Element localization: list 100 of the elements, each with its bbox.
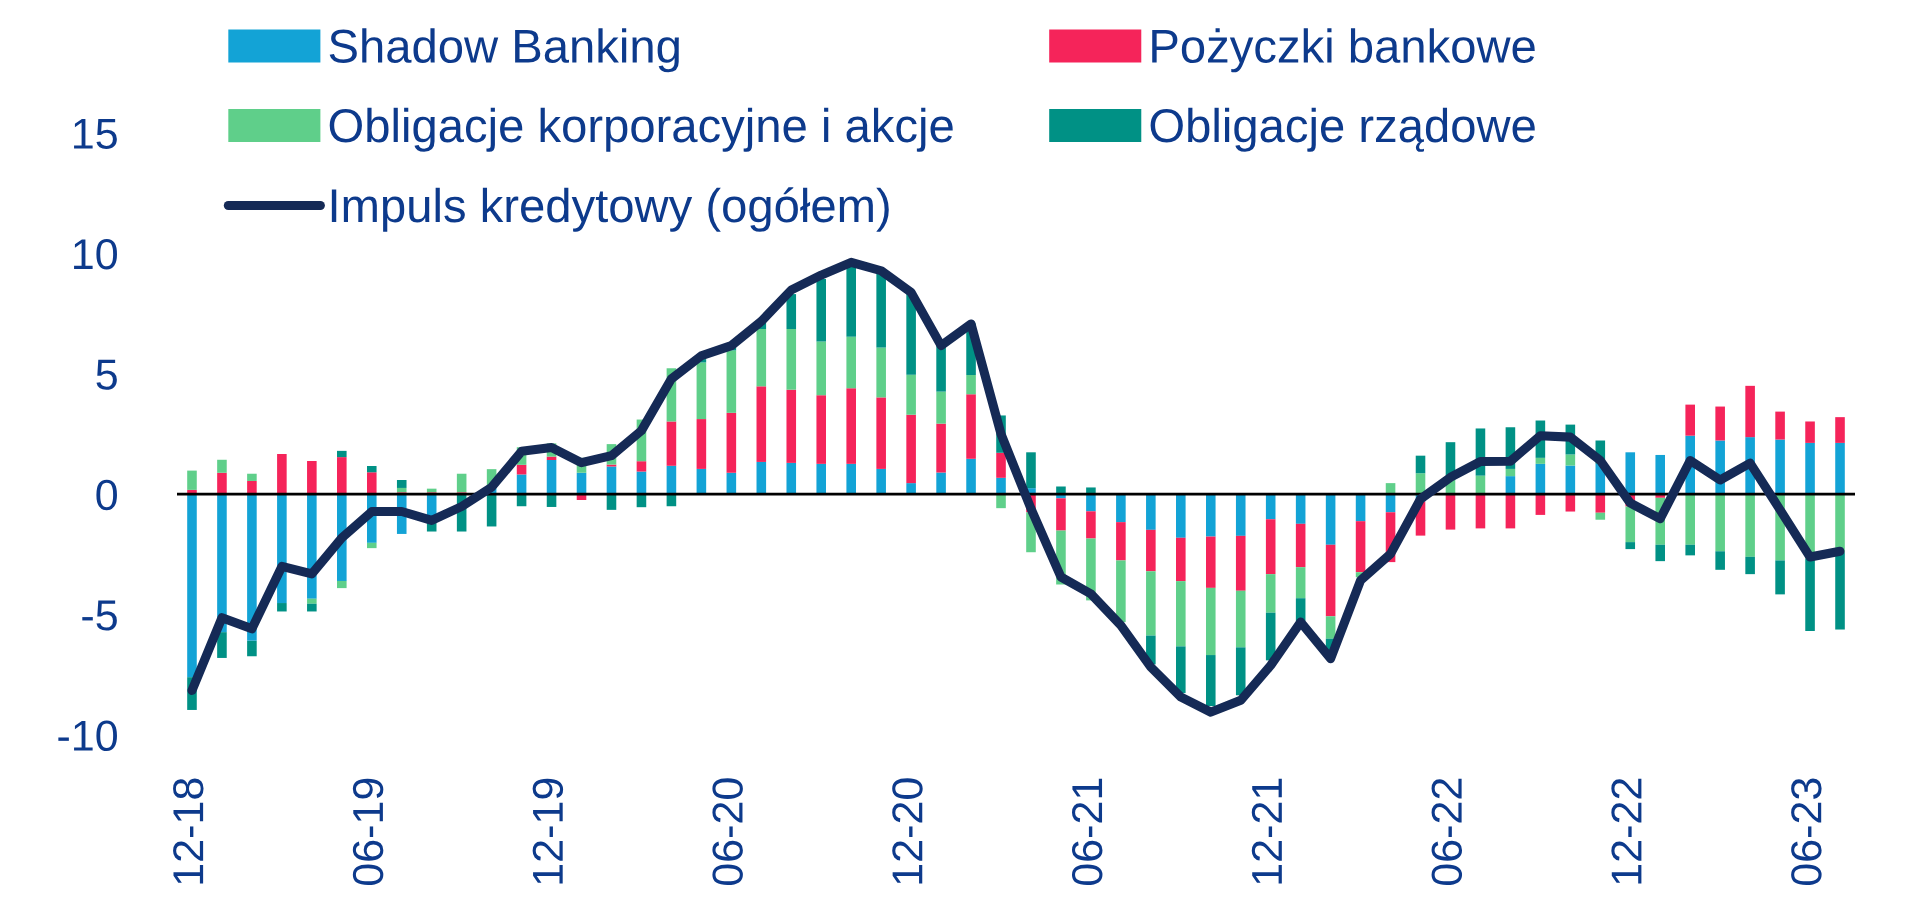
bar [1086, 511, 1096, 539]
bar [277, 603, 287, 612]
bar [1325, 494, 1336, 545]
bar [726, 412, 737, 473]
bar [816, 278, 827, 342]
bar [1595, 512, 1606, 520]
bar [247, 640, 257, 657]
bar [187, 494, 197, 678]
y-tick-label: 15 [74, 118, 117, 150]
legend-label: Pożyczki bankowe [1152, 28, 1535, 73]
bar [1325, 616, 1336, 639]
bar [1745, 385, 1755, 438]
bar [966, 375, 976, 395]
bar [726, 350, 737, 413]
bar [1625, 452, 1636, 495]
bar [1116, 560, 1126, 623]
bar [1116, 494, 1126, 523]
bar [1205, 655, 1216, 707]
bar [936, 423, 946, 473]
bar [1625, 506, 1636, 543]
bar [786, 462, 797, 495]
bar [1805, 421, 1815, 443]
bar [217, 632, 227, 658]
x-tick-label: 06-22 [1431, 778, 1463, 886]
bar [786, 329, 797, 390]
bar [337, 457, 347, 495]
bar [786, 389, 797, 463]
bar [1805, 442, 1815, 495]
bar [1715, 551, 1725, 570]
bar [1325, 544, 1336, 617]
bar [846, 265, 856, 337]
x-tick-label: 06-23 [1791, 778, 1822, 886]
legend-label: Shadow Banking [329, 28, 679, 73]
bar [187, 470, 197, 490]
bar [1445, 494, 1456, 530]
x-tick-label: 12-18 [173, 778, 204, 884]
x-tick-label: 06-20 [712, 778, 743, 886]
bar [217, 459, 227, 473]
bar [1715, 406, 1725, 441]
bar [996, 452, 1006, 478]
bar [337, 450, 347, 458]
bar [1205, 494, 1216, 537]
bar [1355, 521, 1366, 573]
bar [1835, 417, 1845, 443]
bar [636, 461, 647, 472]
bar [307, 603, 317, 612]
bar [1176, 646, 1186, 694]
bar [1056, 498, 1066, 531]
bar [876, 347, 886, 398]
bar [876, 273, 886, 348]
legend-label: Obligacje rządowe [1150, 107, 1535, 152]
bar [666, 421, 677, 466]
y-tick-label: 5 [96, 359, 117, 390]
bar [337, 580, 347, 589]
bar [816, 341, 827, 396]
bar [1026, 452, 1036, 489]
bar [816, 463, 827, 495]
bar [396, 487, 407, 493]
bar [966, 458, 976, 495]
bar [1715, 494, 1725, 552]
bar [1835, 552, 1845, 630]
bar [1235, 535, 1246, 591]
bar [1685, 404, 1695, 436]
bar [366, 466, 377, 473]
bar [1745, 556, 1755, 575]
bar [1535, 463, 1546, 495]
bar [1415, 455, 1426, 474]
bar [1295, 567, 1306, 599]
y-tick-label: -10 [58, 720, 117, 752]
bar [546, 460, 557, 495]
bar [396, 479, 407, 488]
bar [906, 293, 916, 375]
x-tick-label: 06-21 [1071, 778, 1103, 886]
bar [936, 345, 946, 392]
bar [1535, 457, 1546, 464]
bar [996, 477, 1006, 495]
bar [906, 374, 916, 415]
bar [1775, 411, 1785, 440]
bar [307, 598, 317, 604]
bar [756, 386, 767, 462]
bar [1235, 590, 1246, 648]
bar [1775, 560, 1785, 595]
bar [696, 362, 707, 420]
bar [277, 453, 287, 495]
y-tick-label: 10 [74, 238, 117, 270]
bar [936, 472, 946, 495]
bar [1146, 571, 1156, 636]
bar [1655, 454, 1666, 495]
bar [366, 542, 377, 549]
bar [1205, 587, 1216, 656]
bar [906, 414, 916, 484]
bar [307, 460, 317, 495]
bar [876, 468, 886, 495]
bar [1235, 647, 1246, 696]
bar [696, 419, 707, 469]
bar [1265, 574, 1276, 613]
bar [1685, 494, 1695, 545]
bar [1235, 494, 1246, 536]
bar [247, 480, 257, 495]
x-tick-label: 12-22 [1611, 778, 1642, 884]
